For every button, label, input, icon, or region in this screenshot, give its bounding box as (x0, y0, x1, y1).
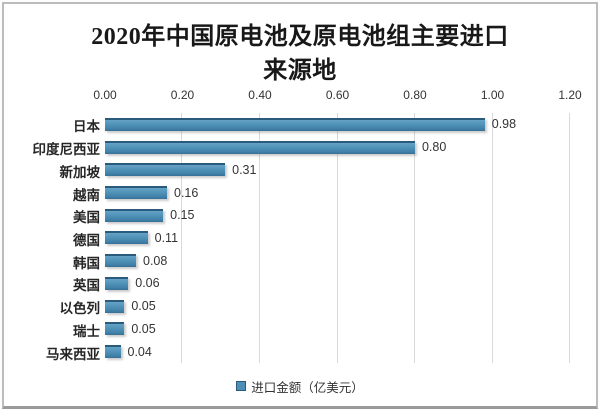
category-label: 日本 (73, 119, 100, 135)
bar (105, 322, 125, 336)
bar-row: 0.16 (105, 181, 570, 204)
gridline (181, 113, 183, 363)
value-label: 0.11 (154, 230, 179, 245)
bar-row: 0.08 (105, 249, 570, 272)
bar-row: 0.31 (105, 158, 570, 181)
value-label: 0.16 (174, 185, 199, 200)
category-label: 英国 (73, 278, 100, 294)
value-label: 0.08 (143, 253, 168, 268)
bar (105, 208, 164, 222)
chart-title: 2020年中国原电池及原电池组主要进口 来源地 (0, 20, 600, 88)
x-tick-label: 0.00 (93, 88, 117, 102)
bar (105, 231, 148, 245)
x-tick-label: 0.20 (170, 88, 195, 102)
gridline (258, 113, 260, 363)
value-label: 0.31 (232, 162, 257, 177)
category-label: 韩国 (73, 255, 100, 271)
value-label: 0.98 (491, 117, 517, 132)
value-label: 0.80 (421, 140, 447, 155)
legend-swatch-icon (236, 381, 247, 391)
x-tick-label: 1.20 (558, 88, 582, 102)
gridline (569, 113, 570, 363)
value-label: 0.04 (127, 344, 152, 359)
bar (105, 117, 485, 131)
bar (105, 163, 226, 177)
bar-row: 0.11 (105, 227, 570, 250)
gridline (336, 113, 338, 363)
bar-row: 0.15 (105, 204, 570, 227)
value-label: 0.15 (170, 208, 195, 223)
bar-row: 0.98 (105, 113, 570, 136)
plot-area: 0.98 0.80 0.31 0.16 0.15 0.11 0.08 0.06 0.05 0.05… (105, 113, 570, 363)
value-label: 0.05 (131, 299, 156, 314)
x-tick-label: 0.60 (325, 88, 350, 102)
y-axis-category-labels: 日本印度尼西亚新加坡越南美国德国韩国英国以色列瑞士马来西亚 (6, 113, 101, 363)
bar-row: 0.05 (105, 318, 570, 341)
category-label: 马来西亚 (46, 346, 100, 362)
category-label: 印度尼西亚 (32, 142, 101, 158)
category-label: 德国 (73, 233, 100, 248)
x-tick-label: 1.00 (480, 88, 505, 102)
bar (105, 140, 415, 154)
value-label: 0.05 (131, 321, 156, 336)
value-label: 0.06 (135, 276, 160, 291)
bar-row: 0.80 (105, 136, 570, 159)
bar-row: 0.04 (105, 340, 570, 363)
bar (105, 299, 125, 313)
legend-label: 进口金额（亿美元） (251, 380, 364, 395)
category-label: 美国 (73, 210, 100, 226)
category-label: 以色列 (59, 301, 101, 317)
bar (105, 254, 136, 268)
gridline (413, 113, 415, 363)
bar (105, 186, 167, 200)
chart-title-line-2: 来源地 (263, 58, 337, 84)
category-label: 瑞士 (73, 323, 100, 339)
bar-row: 0.05 (105, 295, 570, 318)
bar (105, 276, 129, 290)
category-label: 新加坡 (59, 164, 101, 180)
x-tick-label: 0.80 (403, 88, 427, 102)
bar (105, 345, 121, 359)
category-label: 越南 (73, 187, 100, 203)
bar-row: 0.06 (105, 272, 570, 295)
x-tick-label: 0.40 (248, 88, 272, 102)
x-axis: 0.00 0.20 0.40 0.60 0.80 1.00 1.20 (93, 88, 581, 104)
gridline (491, 113, 493, 363)
chart-title-line-1: 2020年中国原电池及原电池组主要进口 (91, 24, 509, 50)
legend: 进口金额（亿美元） (0, 377, 600, 395)
